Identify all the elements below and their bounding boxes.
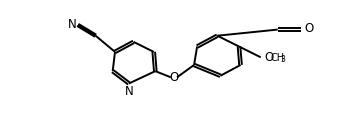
Text: O: O (169, 71, 178, 84)
Text: 3: 3 (280, 55, 285, 64)
Text: CH: CH (271, 53, 285, 63)
Text: N: N (68, 18, 77, 31)
Text: N: N (125, 85, 133, 98)
Text: O: O (265, 51, 274, 64)
Text: O: O (304, 22, 313, 35)
